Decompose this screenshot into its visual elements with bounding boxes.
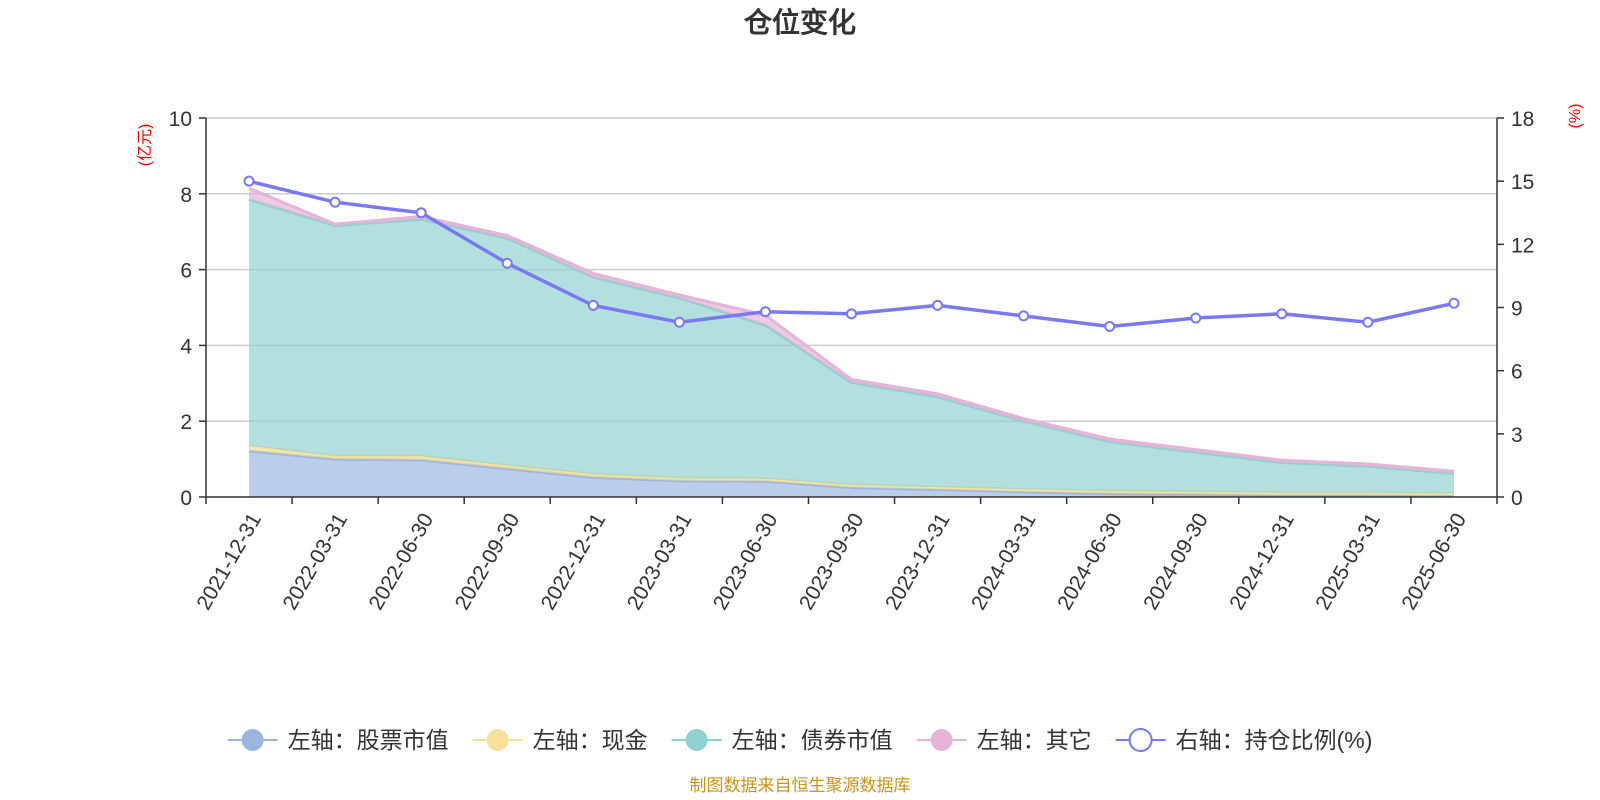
left-axis-unit: (亿元) xyxy=(136,124,154,167)
left-tick-label: 10 xyxy=(169,108,192,131)
x-tick-label: 2022-12-31 xyxy=(537,509,611,614)
ratio-line-series xyxy=(243,175,1460,332)
stacked-areas xyxy=(248,186,1455,497)
legend-label: 左轴：股票市值 xyxy=(288,727,449,753)
legend-label: 左轴：其它 xyxy=(977,727,1092,753)
left-tick-label: 2 xyxy=(180,411,192,434)
ratio-point xyxy=(1448,297,1460,309)
x-tick-label: 2024-12-31 xyxy=(1225,509,1299,614)
legend-marker xyxy=(486,729,509,751)
x-tick-label: 2025-03-31 xyxy=(1311,509,1385,614)
legend-marker xyxy=(1128,728,1153,752)
x-tick-label: 2023-03-31 xyxy=(623,509,697,614)
ratio-point xyxy=(759,306,771,318)
x-tick-label: 2022-09-30 xyxy=(451,509,525,614)
ratio-point xyxy=(846,308,857,320)
left-tick-label: 6 xyxy=(180,260,192,283)
ratio-point xyxy=(673,316,685,328)
source-note: 制图数据来自恒生聚源数据库 xyxy=(690,776,911,795)
x-tick-label: 2024-06-30 xyxy=(1053,509,1127,614)
x-tick-label: 2024-09-30 xyxy=(1139,509,1213,614)
ratio-point xyxy=(415,207,427,219)
chart-title: 仓位变化 xyxy=(744,6,856,38)
area-series-4-edge xyxy=(248,186,1455,473)
legend-item-5: 右轴：持仓比例(%) xyxy=(1115,727,1373,753)
legend-item-2: 左轴：现金 xyxy=(472,727,648,753)
x-tick-label: 2022-03-31 xyxy=(279,509,353,614)
x-tick-label: 2021-12-31 xyxy=(192,509,266,614)
x-tick-label: 2025-06-30 xyxy=(1397,509,1471,614)
x-tick-label: 2023-06-30 xyxy=(709,509,783,614)
legend-marker xyxy=(930,729,953,751)
legend-label: 左轴：债券市值 xyxy=(732,727,893,753)
right-tick-label: 6 xyxy=(1511,361,1523,384)
x-tick-label: 2024-03-31 xyxy=(967,509,1041,614)
right-tick-label: 15 xyxy=(1511,171,1534,194)
x-tick-label: 2023-09-30 xyxy=(795,509,869,614)
area-series-3 xyxy=(249,199,1454,494)
legend-marker xyxy=(241,729,264,751)
ratio-point xyxy=(587,299,599,311)
legend: 左轴：股票市值 左轴：现金 左轴：债券市值 左轴：其它 右轴：持仓比例(%) xyxy=(227,727,1373,753)
ratio-point xyxy=(501,257,513,269)
ratio-point xyxy=(1018,310,1030,322)
legend-marker xyxy=(685,729,708,751)
right-tick-label: 9 xyxy=(1511,298,1523,321)
ratio-point xyxy=(1104,320,1116,332)
x-tick-label: 2023-12-31 xyxy=(881,509,955,614)
ratio-point xyxy=(1362,316,1374,328)
legend-item-1: 左轴：股票市值 xyxy=(227,727,449,753)
left-tick-label: 8 xyxy=(180,184,192,207)
ratio-point xyxy=(1190,312,1202,324)
legend-item-3: 左轴：债券市值 xyxy=(671,727,893,753)
ratio-point xyxy=(329,196,341,208)
ratio-point xyxy=(932,299,944,311)
legend-label: 右轴：持仓比例(%) xyxy=(1176,727,1373,753)
right-tick-label: 3 xyxy=(1511,424,1523,447)
ratio-point xyxy=(243,175,255,187)
right-tick-label: 0 xyxy=(1511,487,1523,510)
legend-label: 左轴：现金 xyxy=(533,727,648,753)
legend-item-4: 左轴：其它 xyxy=(916,727,1092,753)
x-tick-label: 2022-06-30 xyxy=(365,509,439,614)
right-tick-label: 12 xyxy=(1511,234,1534,257)
left-tick-label: 4 xyxy=(180,335,192,358)
left-tick-label: 0 xyxy=(180,487,192,510)
area-series-1 xyxy=(249,450,1454,497)
right-axis-unit: (%) xyxy=(1567,104,1584,129)
ratio-point xyxy=(1276,308,1288,320)
right-tick-label: 18 xyxy=(1511,108,1534,131)
